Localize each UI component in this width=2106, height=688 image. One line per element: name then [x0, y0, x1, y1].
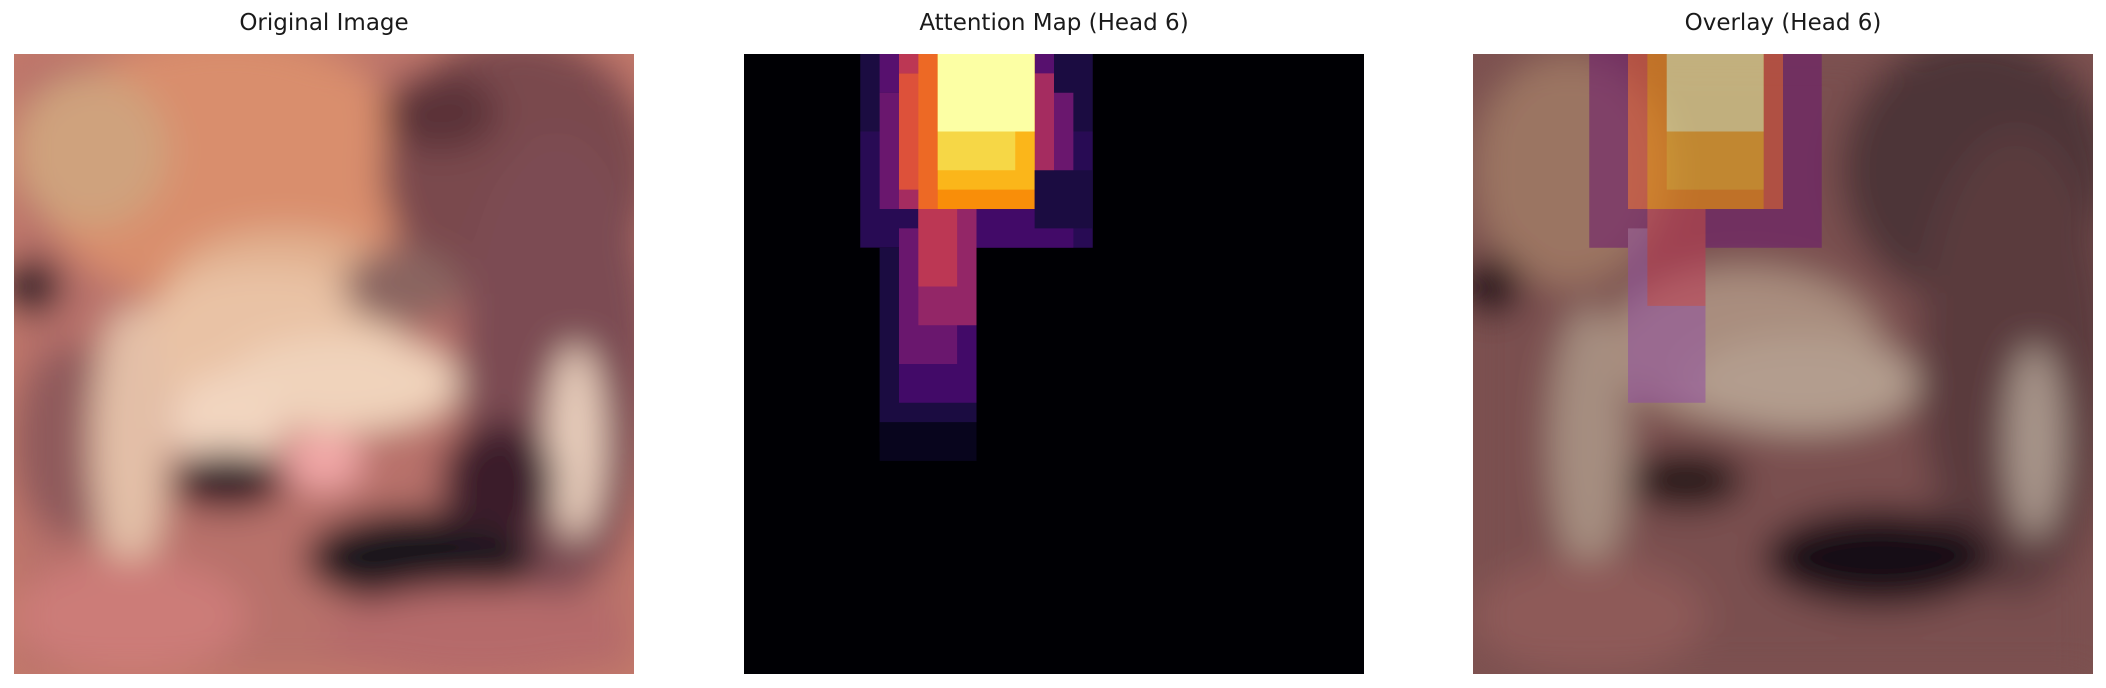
attention-map [744, 54, 1364, 674]
original-image-svg [14, 54, 634, 674]
panel-overlay: Overlay (Head 6) [1473, 0, 2093, 688]
overlay-image-svg [1473, 54, 2093, 674]
overlay-image [1473, 54, 2093, 674]
panel-title-original: Original Image [239, 10, 409, 36]
panel-attention: Attention Map (Head 6) [744, 0, 1364, 688]
panel-title-attention: Attention Map (Head 6) [919, 10, 1189, 36]
attention-map-svg [744, 54, 1364, 674]
panel-original: Original Image [14, 0, 634, 688]
original-image [14, 54, 634, 674]
panel-title-overlay: Overlay (Head 6) [1684, 10, 1882, 36]
